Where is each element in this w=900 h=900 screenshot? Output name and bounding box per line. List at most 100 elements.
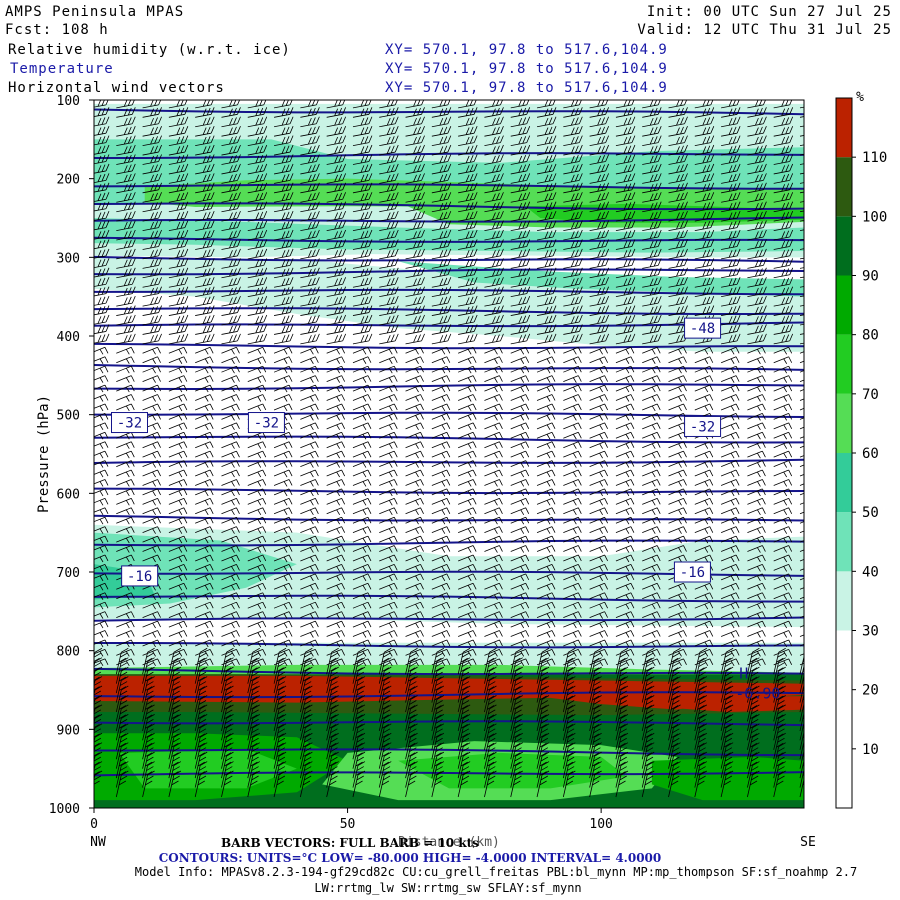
wind-barb <box>94 431 109 440</box>
wind-barb <box>352 210 373 222</box>
wind-barb <box>773 277 794 288</box>
wind-barb <box>142 742 155 769</box>
wind-barb <box>116 314 136 326</box>
field-xy-wind: XY= 570.1, 97.8 to 517.6,104.9 <box>385 80 668 96</box>
wind-barb <box>484 488 503 497</box>
colorbar-tick-label: 40 <box>862 564 879 580</box>
wind-barb <box>642 305 662 316</box>
wind-barb <box>326 488 346 497</box>
wind-barb <box>379 220 399 231</box>
wind-barb <box>589 375 608 383</box>
wind-barb <box>484 751 497 779</box>
wind-barb <box>747 163 767 175</box>
wind-barb <box>536 431 556 440</box>
wind-barb <box>799 749 804 769</box>
wind-barb <box>510 620 530 629</box>
wind-barb <box>195 182 215 194</box>
wind-barb <box>589 770 602 798</box>
wind-barb <box>510 154 531 165</box>
wind-barb <box>721 333 741 345</box>
wind-barb <box>799 653 804 656</box>
wind-barb <box>536 564 556 572</box>
wind-barb <box>457 356 477 364</box>
wind-barb <box>221 704 234 731</box>
wind-barb <box>221 422 240 431</box>
wind-barb <box>94 450 109 459</box>
wind-barb <box>431 403 451 412</box>
wind-barb <box>405 267 425 279</box>
wind-barb <box>720 649 740 657</box>
wind-barb <box>642 182 662 194</box>
wind-barb <box>799 768 804 788</box>
wind-barb <box>405 611 424 619</box>
wind-barb <box>142 676 155 703</box>
wind-barb <box>773 630 793 638</box>
wind-barb <box>352 564 372 572</box>
wind-barb <box>431 107 452 118</box>
temperature-isotherm <box>94 720 804 727</box>
wind-barb <box>615 685 629 713</box>
wind-barb <box>563 173 583 184</box>
wind-barb <box>221 657 234 684</box>
wind-barb <box>273 611 293 619</box>
wind-barb <box>668 201 688 213</box>
wind-barb <box>195 135 215 147</box>
wind-barb <box>457 469 477 478</box>
wind-barb <box>247 356 267 364</box>
wind-barb <box>352 450 372 459</box>
wind-barb <box>747 657 760 684</box>
wind-barb <box>458 154 478 165</box>
wind-barb <box>589 384 608 393</box>
wind-barb <box>799 615 804 618</box>
wind-barb <box>378 647 392 675</box>
wind-barb <box>273 647 287 675</box>
wind-barb <box>247 554 267 563</box>
wind-barb <box>668 258 688 269</box>
wind-barb <box>405 657 418 684</box>
wind-barb <box>94 324 110 335</box>
wind-barb <box>405 488 424 497</box>
wind-barb <box>94 295 110 306</box>
wind-barb <box>642 163 662 175</box>
wind-barb <box>747 770 760 798</box>
wind-barb <box>221 526 240 534</box>
wind-barb <box>379 535 398 544</box>
wind-barb <box>747 220 767 231</box>
wind-barb <box>642 154 662 165</box>
wind-barb <box>352 277 373 288</box>
wind-barb <box>536 649 556 657</box>
wind-barb <box>352 516 372 525</box>
wind-barb <box>457 346 477 355</box>
wind-barb <box>300 277 320 288</box>
wind-barb <box>668 422 687 431</box>
wind-barb <box>799 540 804 543</box>
wind-barb <box>405 295 425 307</box>
wind-barb <box>510 267 531 279</box>
wind-barb <box>721 163 741 175</box>
wind-barb <box>168 497 188 506</box>
wind-barb <box>642 365 661 374</box>
wind-barb <box>221 545 240 553</box>
wind-barb <box>94 630 109 638</box>
wind-barb <box>457 507 477 515</box>
wind-barb <box>221 441 240 449</box>
wind-barb <box>352 422 372 431</box>
wind-barb <box>720 365 740 374</box>
wind-barb <box>431 732 445 760</box>
wind-barb <box>615 723 629 750</box>
wind-barb <box>431 144 452 156</box>
wind-barb <box>799 625 804 628</box>
wind-barb <box>247 545 267 553</box>
wind-barb <box>458 173 478 184</box>
wind-barb <box>615 403 635 412</box>
wind-barb <box>747 723 760 750</box>
wind-barb <box>510 305 531 316</box>
wind-barb <box>668 356 687 364</box>
wind-barb <box>589 286 609 298</box>
wind-barb <box>773 582 793 591</box>
wind-barb <box>694 479 714 487</box>
wind-barb <box>142 144 162 156</box>
wind-barb <box>352 611 372 619</box>
wind-barb <box>300 611 319 619</box>
wind-barb <box>326 573 346 582</box>
